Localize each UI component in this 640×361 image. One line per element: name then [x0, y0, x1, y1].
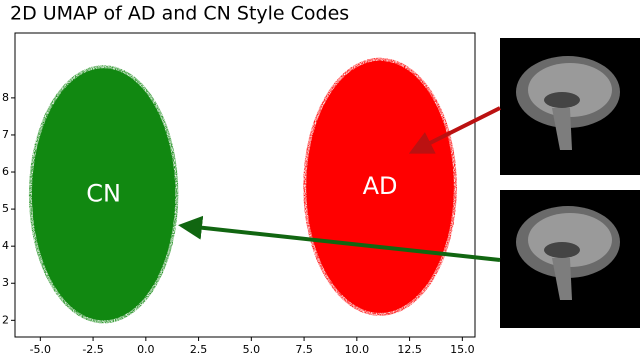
chart-title: 2D UMAP of AD and CN Style Codes — [10, 3, 349, 25]
x-tick-label: 12.5 — [397, 343, 422, 356]
cluster-label: CN — [86, 179, 121, 207]
x-tick-label: 15.0 — [450, 343, 475, 356]
y-tick-label: 7 — [2, 128, 9, 141]
y-tick-label: 8 — [2, 91, 9, 104]
x-tick-label: 5.0 — [243, 343, 261, 356]
x-tick-label: 7.5 — [295, 343, 313, 356]
x-tick-label: -5.0 — [30, 343, 51, 356]
y-tick-label: 2 — [2, 313, 9, 326]
arrow — [408, 106, 501, 154]
x-tick-label: 10.0 — [345, 343, 370, 356]
x-tick-label: -2.5 — [82, 343, 103, 356]
mri-image — [500, 38, 640, 175]
y-tick-label: 6 — [2, 165, 9, 178]
plot-frame — [14, 32, 476, 338]
mri-image — [500, 190, 640, 328]
cluster-label: AD — [363, 172, 398, 200]
cluster — [31, 68, 176, 321]
y-tick-label: 5 — [2, 202, 9, 215]
y-tick-label: 4 — [2, 239, 9, 252]
x-tick-label: 0.0 — [137, 343, 155, 356]
y-tick-label: 3 — [2, 276, 9, 289]
x-tick-label: 2.5 — [190, 343, 208, 356]
arrow — [178, 215, 501, 262]
plot-area: CN AD — [28, 57, 457, 324]
